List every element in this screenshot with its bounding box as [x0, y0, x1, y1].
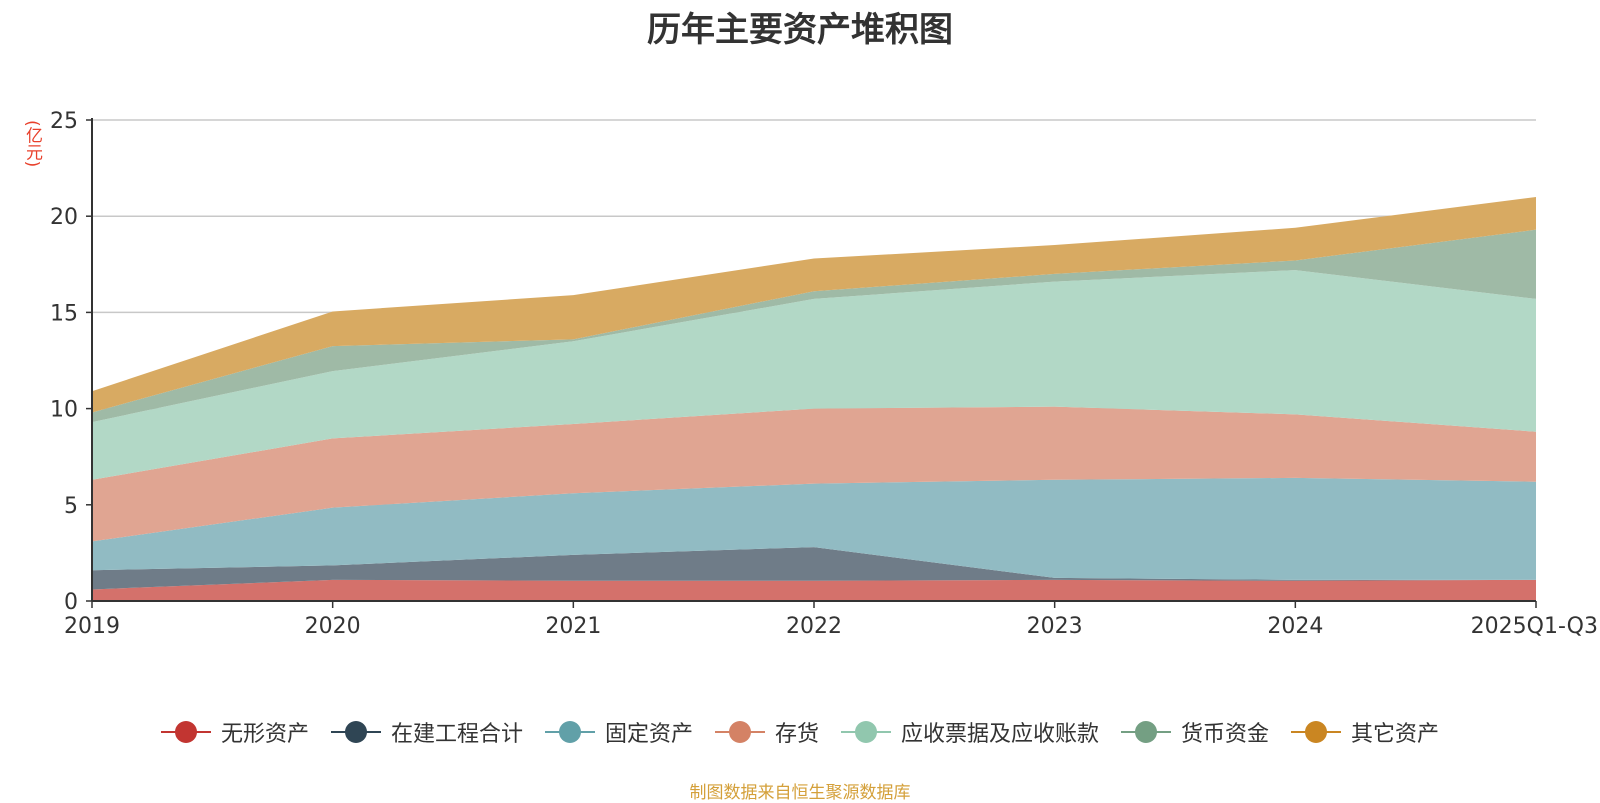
area-在建工程合计: [92, 547, 1536, 590]
x-tick-label: 2023: [1027, 614, 1083, 639]
legend-item[interactable]: 在建工程合计: [330, 716, 523, 748]
y-tick-label: 25: [50, 109, 78, 134]
legend-item[interactable]: 存货: [714, 716, 819, 748]
chart-title: 历年主要资产堆积图: [647, 10, 953, 50]
legend-item[interactable]: 货币资金: [1121, 716, 1269, 748]
legend-item[interactable]: 其它资产: [1291, 716, 1439, 748]
y-tick-label: 5: [64, 494, 78, 519]
data-source-note: 制图数据来自恒生聚源数据库: [689, 783, 911, 803]
legend-item[interactable]: 应收票据及应收账款: [841, 716, 1099, 748]
x-tick-label: 2022: [786, 614, 842, 639]
area-存货: [92, 406, 1536, 542]
legend-marker-icon: [160, 720, 211, 744]
area-货币资金: [92, 229, 1536, 423]
y-axis-unit: (亿元): [22, 120, 42, 168]
legend-label: 其它资产: [1351, 722, 1440, 747]
legend-marker-icon: [1121, 720, 1172, 744]
legend-marker-icon: [330, 720, 381, 744]
y-tick-label: 0: [64, 590, 78, 615]
x-tick-label: 2025Q1-Q3: [1471, 614, 1598, 639]
legend-marker-icon: [1291, 720, 1342, 744]
legend-item[interactable]: 无形资产: [160, 716, 309, 748]
legend-marker-icon: [714, 720, 765, 744]
area-应收票据及应收账款: [92, 270, 1536, 480]
legend-label: 固定资产: [604, 722, 693, 747]
legend-marker-icon: [841, 720, 891, 744]
x-tick-label: 2024: [1267, 614, 1323, 639]
x-tick-label: 2021: [545, 614, 601, 639]
x-tick-label: 2020: [305, 614, 361, 639]
area-固定资产: [92, 477, 1536, 580]
legend-marker-icon: [544, 720, 595, 744]
legend-label: 无形资产: [220, 722, 309, 747]
legend-label: 在建工程合计: [390, 722, 523, 747]
legend-label: 存货: [774, 722, 819, 747]
area-layers: [92, 196, 1536, 601]
legend-item[interactable]: 固定资产: [544, 716, 693, 748]
legend-label: 货币资金: [1181, 722, 1270, 747]
y-tick-label: 15: [50, 301, 78, 326]
y-tick-label: 20: [50, 205, 78, 230]
area-无形资产: [92, 579, 1536, 601]
legend-label: 应收票据及应收账款: [901, 722, 1100, 747]
y-tick-labels: 0 5 10 15 20 25: [50, 109, 92, 615]
legend: 无形资产 在建工程合计 固定资产 存货 应收票据及应收账款 货币资金 其它资产: [0, 716, 1600, 748]
area-其它资产: [92, 196, 1536, 413]
y-tick-label: 10: [50, 398, 78, 423]
x-tick-labels: 2019 2020 2021 2022 2023 2024 2025Q1-Q3: [64, 601, 1598, 639]
x-tick-label: 2019: [64, 614, 120, 639]
